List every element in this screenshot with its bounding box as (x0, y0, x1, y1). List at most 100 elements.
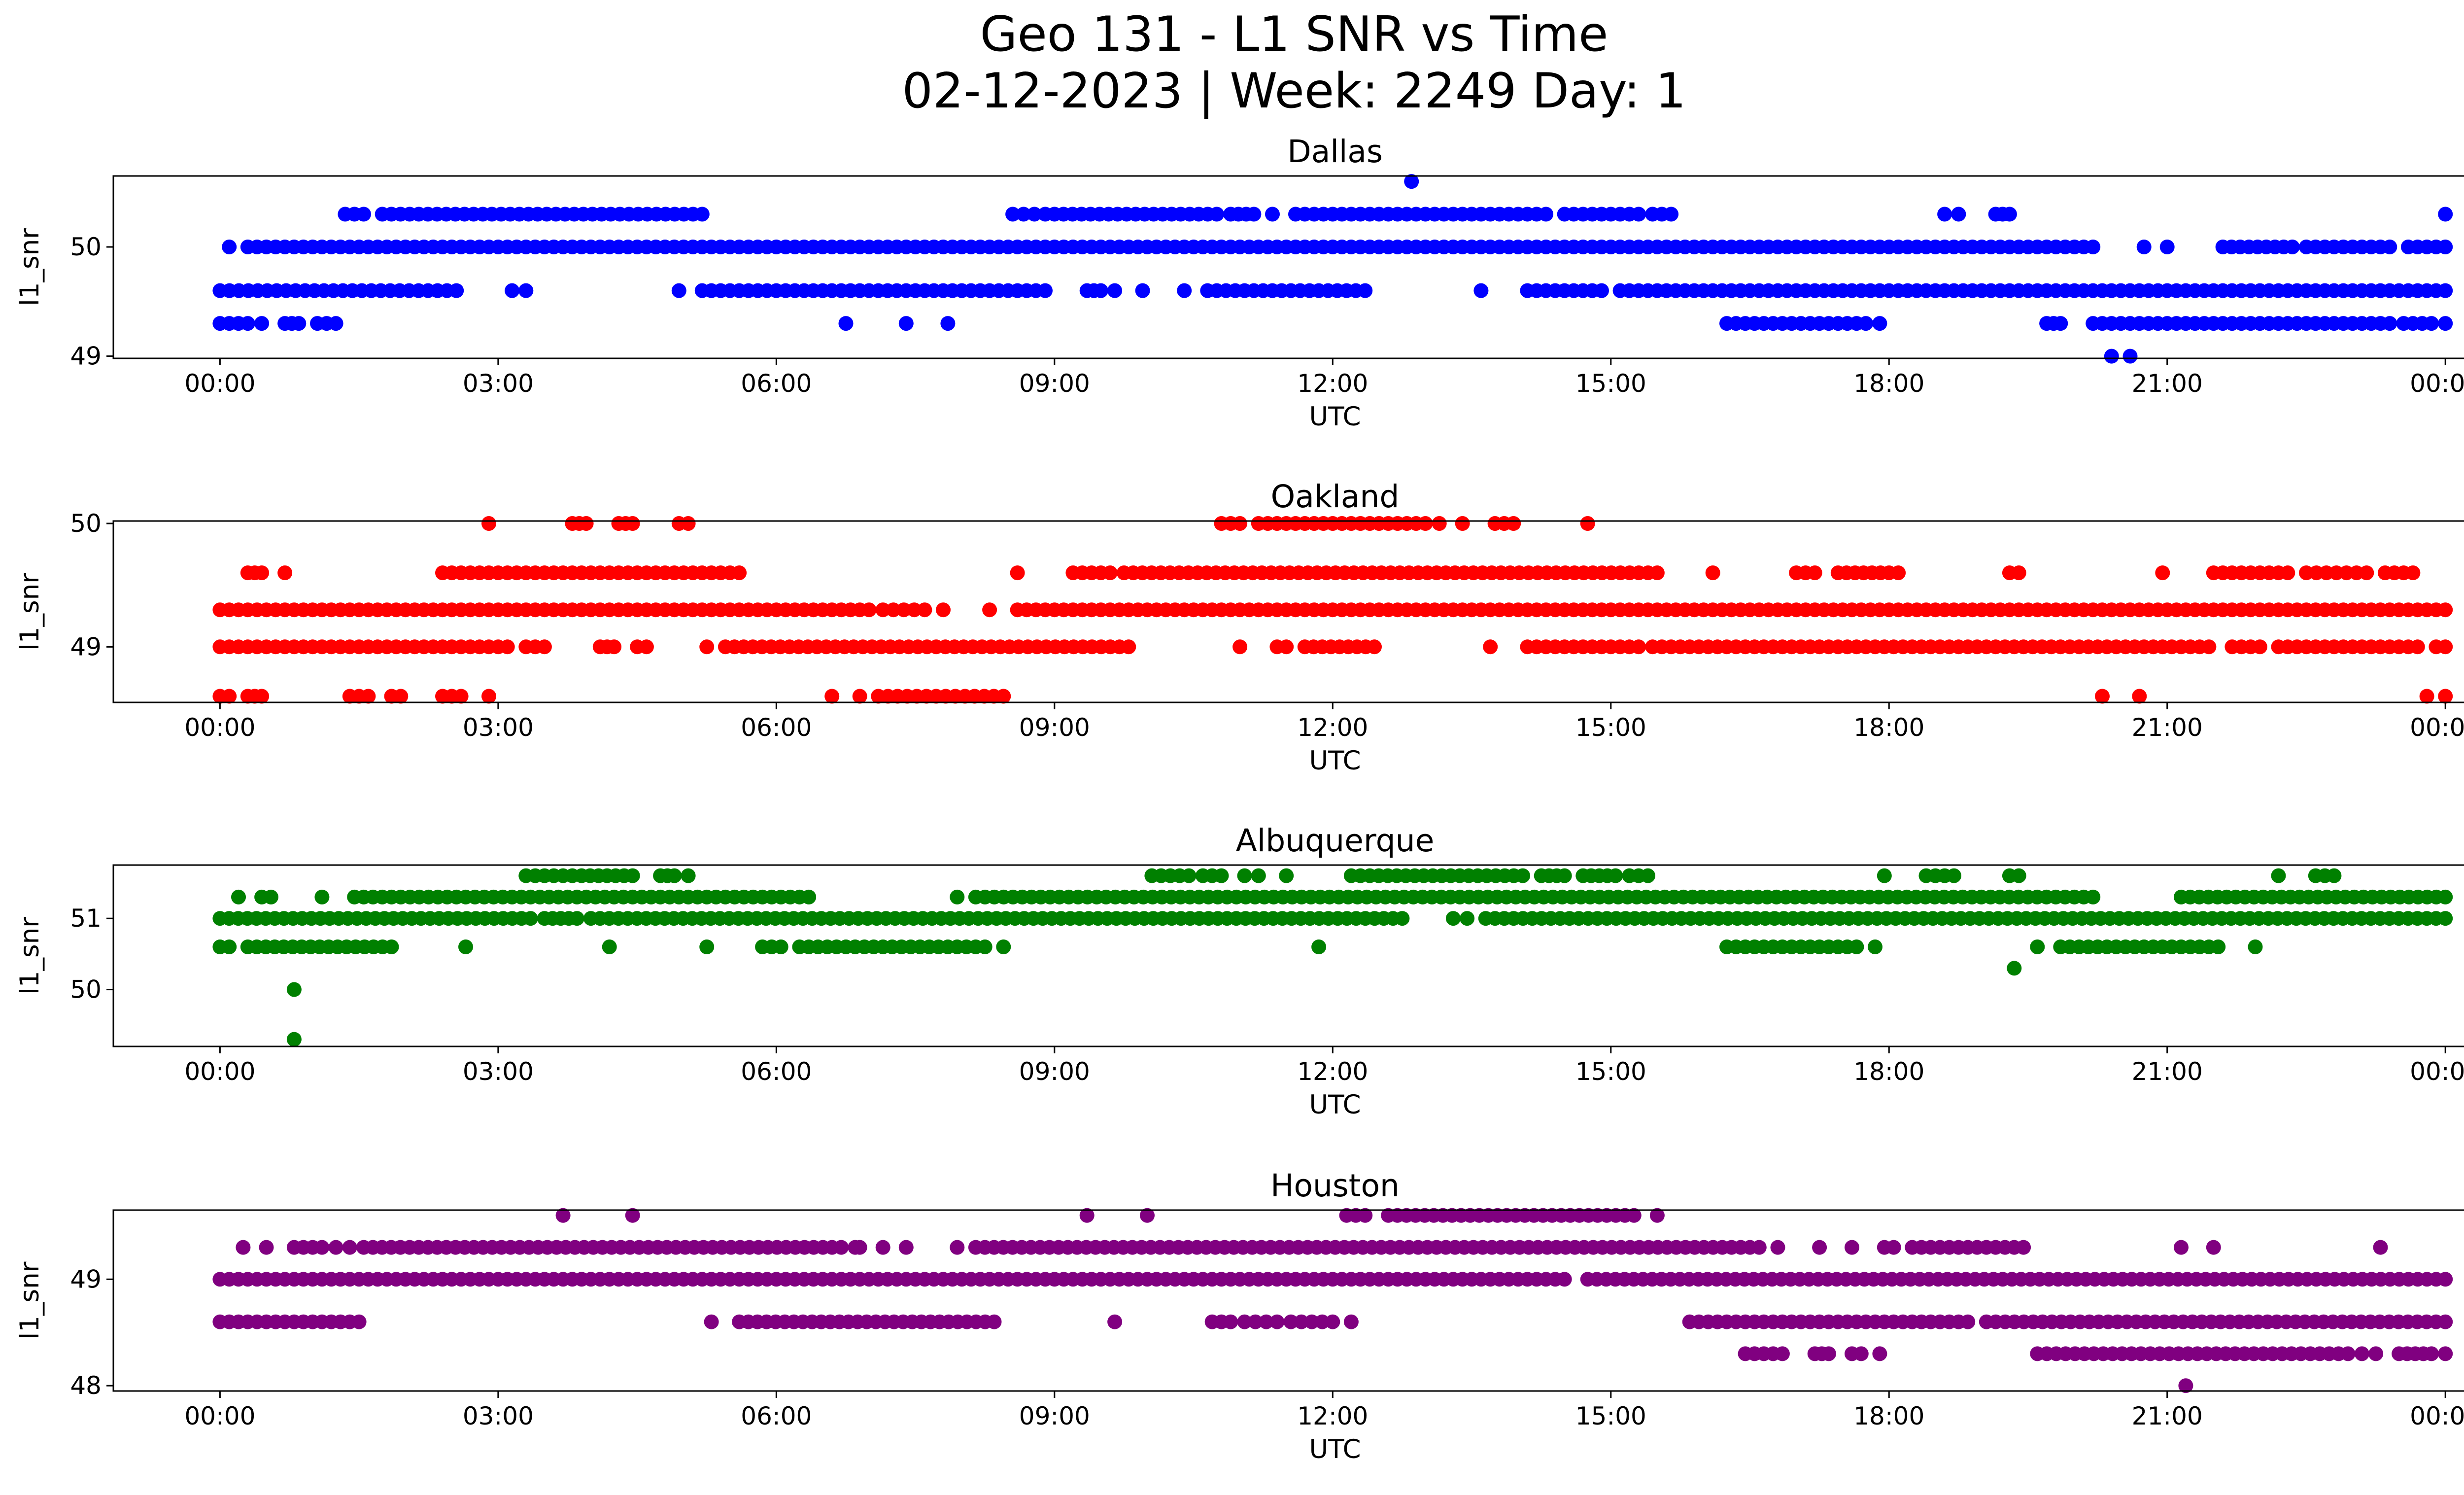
data-point (2438, 1272, 2453, 1287)
data-point (625, 1208, 640, 1223)
data-point (2132, 689, 2147, 704)
data-point (263, 889, 278, 904)
data-point (2178, 1378, 2193, 1393)
x-tick-label: 00:00 (184, 1402, 255, 1430)
x-axis-label: UTC (1309, 1434, 1361, 1464)
data-point (2011, 868, 2026, 883)
data-point (222, 939, 237, 954)
data-point (2086, 889, 2101, 904)
x-tick-label: 00:00 (184, 369, 255, 398)
x-axis-label: UTC (1309, 1090, 1361, 1120)
data-point (2174, 1240, 2189, 1255)
data-point (1294, 1314, 1309, 1329)
data-point (481, 689, 496, 704)
data-point (2211, 939, 2226, 954)
x-tick-label: 06:00 (741, 1402, 812, 1430)
data-point (500, 639, 515, 655)
data-point (1265, 207, 1280, 222)
data-point (1641, 868, 1655, 883)
data-point (1705, 565, 1720, 581)
x-tick-label: 00:00 (184, 1057, 255, 1086)
data-point (681, 868, 696, 883)
y-axis-label: l1_snr (15, 228, 45, 306)
data-point (1269, 1314, 1285, 1329)
data-point (2201, 639, 2217, 655)
data-point (505, 283, 520, 298)
data-point (838, 316, 854, 331)
data-point (1960, 1314, 1976, 1329)
axes-frame (112, 864, 2464, 1047)
data-point (852, 1240, 867, 1255)
data-point (1248, 1314, 1263, 1329)
x-tick-label: 00:00 (2410, 713, 2464, 742)
data-point (1775, 1346, 1790, 1361)
data-point (1770, 1240, 1785, 1255)
y-tick-label: 49 (70, 632, 102, 661)
data-point (667, 868, 682, 883)
data-point (2438, 1314, 2453, 1329)
data-point (1951, 207, 1966, 222)
data-point (1853, 1346, 1869, 1361)
data-point (1010, 565, 1025, 581)
scatter-points-albuquerque (212, 868, 2453, 1047)
data-point (982, 602, 997, 618)
data-point (2438, 911, 2453, 926)
data-point (2122, 348, 2138, 364)
data-point (671, 283, 686, 298)
x-tick-label: 21:00 (2132, 1057, 2203, 1086)
x-tick-label: 00:00 (2410, 1402, 2464, 1430)
y-tick-label: 50 (70, 233, 102, 261)
x-tick-label: 09:00 (1019, 1402, 1090, 1430)
data-point (907, 602, 922, 618)
x-tick-label: 18:00 (1853, 1402, 1924, 1430)
data-point (222, 689, 237, 704)
data-point (2327, 868, 2342, 883)
data-point (2438, 283, 2453, 298)
y-tick-label: 49 (70, 342, 102, 371)
data-point (2136, 240, 2152, 254)
data-point (2086, 240, 2101, 254)
data-point (2104, 348, 2119, 364)
data-point (1432, 516, 1447, 531)
x-tick-label: 18:00 (1853, 713, 1924, 742)
data-point (2007, 961, 2022, 976)
data-point (2419, 689, 2434, 704)
subplot-albuquerque: Albuquerque 00:00 03:00 06:00 09:00 12:00 15:0… (15, 823, 2464, 1120)
data-point (1849, 939, 1864, 954)
subplot-houston: Houston 00:00 03:00 06:00 09:00 12:00 15:00 18:… (15, 1168, 2464, 1464)
x-tick-label: 09:00 (1019, 1057, 1090, 1086)
data-point (2438, 639, 2453, 655)
data-point (1093, 283, 1108, 298)
axes-frame (112, 1209, 2464, 1392)
data-point (2206, 1240, 2221, 1255)
data-point (458, 939, 473, 954)
data-point (1140, 1208, 1155, 1223)
data-point (2382, 316, 2397, 331)
data-point (1079, 1208, 1095, 1223)
data-point (453, 689, 469, 704)
data-point (2248, 939, 2263, 954)
data-point (1649, 1208, 1665, 1223)
x-tick-label: 18:00 (1853, 369, 1924, 398)
data-point (1135, 283, 1150, 298)
x-tick-label: 21:00 (2132, 713, 2203, 742)
data-point (625, 516, 640, 531)
x-axis-label: UTC (1309, 402, 1361, 432)
subplot-title: Albuquerque (1236, 823, 1435, 859)
data-point (602, 939, 617, 954)
data-point (1279, 868, 1294, 883)
data-point (342, 1240, 357, 1255)
data-point (328, 1240, 343, 1255)
data-point (1460, 911, 1475, 926)
data-point (231, 889, 246, 904)
data-point (1891, 565, 1906, 581)
y-tick-label: 48 (70, 1371, 102, 1400)
x-tick-label: 18:00 (1853, 1057, 1924, 1086)
x-tick-label: 12:00 (1297, 1402, 1368, 1430)
data-point (639, 639, 654, 655)
y-axis-label: l1_snr (15, 1261, 45, 1339)
x-tick-label: 06:00 (741, 713, 812, 742)
data-point (2285, 240, 2300, 254)
data-point (861, 602, 877, 618)
